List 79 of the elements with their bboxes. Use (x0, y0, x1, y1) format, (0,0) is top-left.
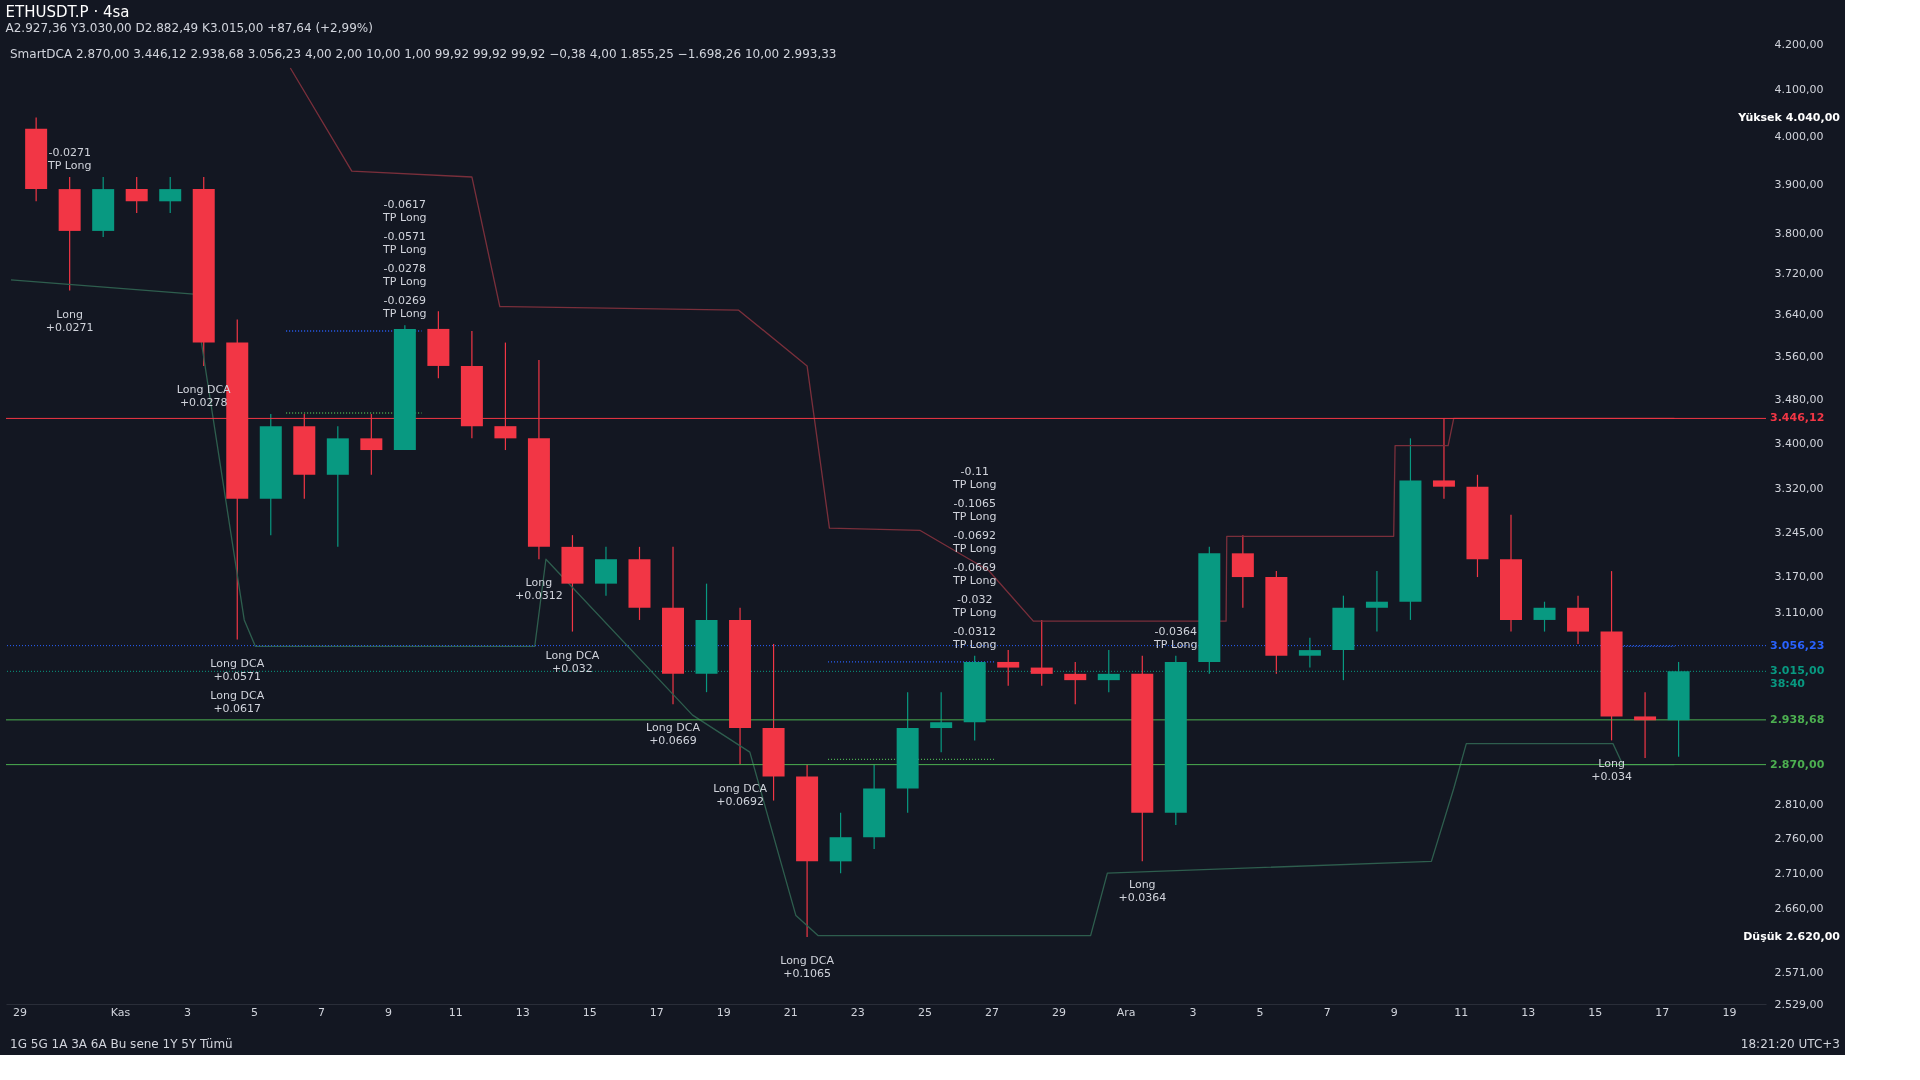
annotation: Long +0.0312 (515, 576, 563, 603)
x-tick-label: 9 (385, 1005, 393, 1019)
annotation: -0.0669 TP Long (951, 560, 997, 587)
y-tick-label: 4.200,00 (1774, 37, 1824, 51)
annotation: Long DCA +0.0669 (646, 721, 701, 748)
y-tick-label: 3.245,00 (1774, 525, 1824, 539)
y-tick-label: 3.800,00 (1774, 226, 1824, 240)
text: 18:21:20 UTC+3 (1740, 1037, 1840, 1051)
x-tick-label: 17 (649, 1005, 664, 1019)
x-tick-label: 29 (1051, 1005, 1066, 1019)
x-tick-label: Ara (1116, 1005, 1136, 1019)
chart-title: ETHUSDT.P · 4sa (5, 3, 130, 21)
ref-line-label: 3.015,00 38:40 (1770, 664, 1825, 691)
x-tick-label: 11 (1454, 1005, 1469, 1019)
annotation: -0.0312 TP Long (951, 624, 997, 651)
annotation: Yüksek 4.040,00 (1737, 110, 1841, 124)
x-tick-label: 9 (1390, 1005, 1398, 1019)
y-tick-label: 3.110,00 (1774, 606, 1824, 620)
x-tick-label: 3 (183, 1005, 191, 1019)
annotation: Long +0.0364 (1118, 878, 1167, 905)
y-tick-label: 3.900,00 (1774, 177, 1824, 191)
x-tick-label: 15 (1588, 1005, 1603, 1019)
y-tick-label: 3.480,00 (1774, 393, 1824, 407)
x-tick-label: 5 (251, 1005, 259, 1019)
x-tick-label: 7 (318, 1005, 326, 1019)
y-tick-label: 4.100,00 (1774, 83, 1824, 97)
x-tick-label: 25 (917, 1005, 932, 1019)
annotation: -0.0271 TP Long (46, 145, 92, 172)
annotation: -0.0692 TP Long (951, 528, 997, 555)
y-tick-label: 3.400,00 (1774, 437, 1824, 451)
y-tick-label: 3.170,00 (1774, 569, 1824, 583)
annotation: Long DCA +0.1065 (780, 954, 835, 981)
x-tick-label: 27 (984, 1005, 999, 1019)
x-tick-label: 23 (850, 1005, 865, 1019)
y-tick-label: 2.660,00 (1774, 901, 1824, 915)
x-tick-label: 19 (1722, 1005, 1737, 1019)
y-tick-label: 3.640,00 (1774, 308, 1824, 322)
annotation: Long DCA +0.0692 (713, 781, 768, 808)
x-tick-label: 15 (582, 1005, 597, 1019)
annotation: Long DCA +0.032 (545, 648, 600, 675)
annotation: Long DCA +0.0571 (210, 656, 265, 683)
annotation: Long DCA +0.0617 (210, 688, 265, 715)
y-tick-label: 2.529,00 (1774, 997, 1824, 1011)
ref-line-label: 2.938,68 (1770, 712, 1825, 726)
x-tick-label: Kas (110, 1005, 131, 1019)
x-tick-label: 7 (1323, 1005, 1331, 1019)
chart-subtitle: A2.927,36 Y3.030,00 D2.882,49 K3.015,00 +87,64 (+2,99%) (5, 21, 373, 35)
y-tick-label: 3.320,00 (1774, 482, 1824, 496)
ref-line-label: 3.056,23 (1770, 638, 1825, 652)
y-tick-label: 3.560,00 (1774, 350, 1824, 364)
y-tick-label: 2.571,00 (1774, 966, 1824, 980)
annotation: -0.11 TP Long (951, 464, 997, 491)
annotation: SmartDCA 2.870,00 3.446,12 2.938,68 3.056,23 4,00 2,00 10,00 1,00 99,92 99,92 99,92 −0,38 4,00 1.855,25 −1.698,26 10,00 2.993,33 (10, 47, 837, 61)
annotation: -0.0278 TP Long (382, 262, 427, 289)
y-tick-label: 4.000,00 (1774, 129, 1824, 143)
x-tick-label: 13 (515, 1005, 530, 1019)
ref-line-label: 2.870,00 (1770, 757, 1825, 771)
annotation: Long +0.0271 (45, 307, 94, 334)
ref-line-label: 3.446,12 (1770, 411, 1825, 425)
x-tick-label: 13 (1521, 1005, 1536, 1019)
annotation: -0.0364 TP Long (1153, 624, 1198, 651)
y-tick-label: 2.760,00 (1774, 832, 1824, 846)
annotation: Düşük 2.620,00 (1743, 930, 1841, 944)
x-tick-label: 21 (783, 1005, 798, 1019)
annotation: -0.032 TP Long (951, 592, 997, 619)
annotation: -0.0617 TP Long (382, 198, 427, 225)
x-tick-label: 5 (1256, 1005, 1264, 1019)
y-tick-label: 2.810,00 (1774, 798, 1824, 812)
y-tick-label: 2.710,00 (1774, 866, 1824, 880)
text: 1G 5G 1A 3A 6A Bu sene 1Y 5Y Tümü (10, 1037, 233, 1051)
y-tick-label: 3.720,00 (1774, 267, 1824, 281)
x-tick-label: 17 (1655, 1005, 1670, 1019)
x-tick-label: 3 (1189, 1005, 1197, 1019)
x-tick-label: 19 (716, 1005, 731, 1019)
annotation: -0.1065 TP Long (951, 496, 997, 523)
annotation: -0.0269 TP Long (382, 294, 427, 321)
x-tick-label: 11 (448, 1005, 463, 1019)
annotation: -0.0571 TP Long (382, 230, 427, 257)
x-tick-label: 29 (12, 1005, 27, 1019)
